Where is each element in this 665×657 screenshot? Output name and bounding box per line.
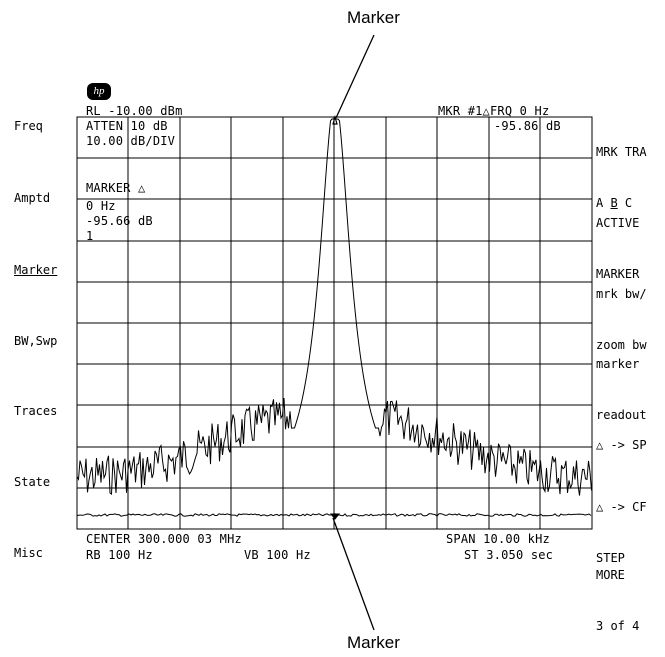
scale-per-div: 10.00 dB/DIV — [86, 134, 176, 148]
menu-state[interactable]: State — [14, 475, 51, 489]
marker-readout: MKR #1△FRQ 0 Hz — [438, 104, 550, 118]
sweep-time: ST 3.050 sec — [464, 548, 554, 562]
menu-marker[interactable]: Marker — [14, 263, 58, 277]
frequency-span: SPAN 10.00 kHz — [446, 532, 550, 546]
softkey-more[interactable]: MORE 3 of 4 — [596, 568, 640, 633]
callout-label-bottom: Marker — [347, 633, 400, 652]
marker-number: 1 — [86, 229, 94, 243]
callout-line-top — [335, 34, 375, 119]
marker-title: MARKER △ — [86, 181, 146, 195]
softkey-active-marker[interactable]: ACTIVE MARKER — [596, 216, 640, 281]
softkey-delta-to-span[interactable]: △ -> SP — [596, 438, 647, 452]
callout-label-top: Marker — [347, 8, 400, 27]
marker-delta-icon — [332, 114, 338, 125]
center-frequency: CENTER 300.000 03 MHz — [86, 532, 242, 546]
hp-logo: hp — [87, 83, 111, 100]
menu-freq[interactable]: Freq — [14, 119, 43, 133]
menu-misc[interactable]: Misc — [14, 546, 43, 560]
marker-amp: -95.66 dB — [86, 214, 153, 228]
softkey-mrk-tra[interactable]: MRK TRA A B C — [596, 145, 647, 210]
marker-value: -95.86 dB — [494, 119, 561, 133]
marker-reference-icon — [329, 513, 341, 520]
video-bandwidth: VB 100 Hz — [244, 548, 311, 562]
softkey-mrk-bw-zoom[interactable]: mrk bw/ zoom bw — [596, 287, 647, 352]
marker-freq: 0 Hz — [86, 199, 116, 213]
ref-level: RL -10.00 dBm — [86, 104, 183, 118]
resolution-bandwidth: RB 100 Hz — [86, 548, 153, 562]
callout-line-bottom — [332, 517, 375, 631]
menu-amptd[interactable]: Amptd — [14, 191, 51, 205]
softkey-marker-readout[interactable]: marker readout — [596, 357, 647, 422]
graticule — [76, 116, 593, 530]
attenuation: ATTEN 10 dB — [86, 119, 168, 133]
menu-traces[interactable]: Traces — [14, 404, 58, 418]
menu-bw-swp[interactable]: BW,Swp — [14, 334, 58, 348]
softkey-delta-to-cf-step[interactable]: △ -> CF STEP — [596, 500, 647, 565]
